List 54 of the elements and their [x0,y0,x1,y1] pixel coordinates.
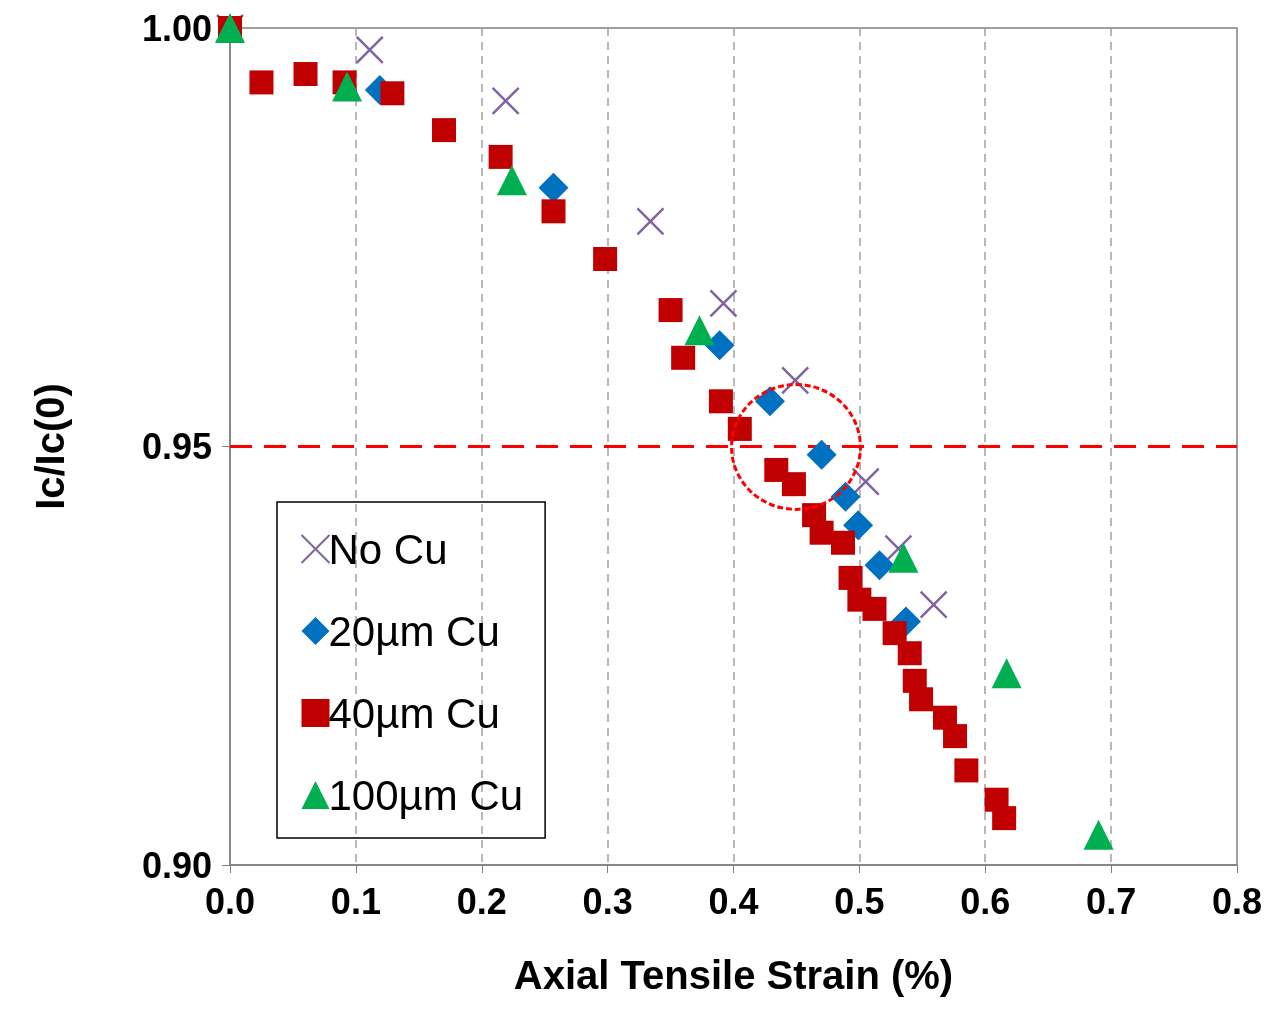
y-tick-label: 0.95 [141,426,212,467]
point [851,467,880,496]
point [862,596,887,621]
point [293,62,318,87]
point [780,366,810,395]
point [1083,819,1114,850]
x-tick-label: 0.1 [330,880,381,922]
point [658,298,683,323]
point [831,530,856,555]
point [709,289,738,318]
point [249,70,274,95]
point [781,472,806,497]
point [431,118,456,143]
point [806,439,837,470]
legend-label: 20µm Cu [328,607,500,655]
point [355,35,384,65]
point [919,590,948,619]
x-tick-label: 0.8 [1211,880,1263,922]
x-tick-label: 0.4 [708,880,759,922]
y-axis-title: Ic/Ic(0) [28,383,72,510]
point [864,550,895,581]
point [809,520,834,545]
x-tick-label: 0.2 [456,880,507,922]
point [496,165,527,196]
point [897,641,922,666]
legend-label: 40µm Cu [328,689,500,737]
x-tick-label: 0.3 [582,880,633,922]
point [838,565,863,590]
y-tick-label: 1.00 [141,7,212,49]
point [943,724,968,749]
point [488,144,513,169]
point [843,510,874,541]
x-tick-label: 0.5 [834,880,885,922]
x-axis-title: Axial Tensile Strain (%) [513,953,954,997]
point [541,199,566,224]
point [888,542,919,573]
point [671,345,696,370]
point [332,71,363,102]
point [684,315,715,346]
x-tick-label: 0.6 [960,880,1011,922]
point [708,389,733,414]
point [909,687,934,712]
point [380,81,405,106]
point [755,386,785,417]
point [491,86,520,116]
x-tick-label: 0.7 [1086,880,1137,922]
point [991,658,1022,689]
point [704,330,735,361]
point [593,247,618,272]
point [636,207,665,236]
legend-label: 100µm Cu [328,771,524,819]
point [954,758,979,783]
legend-label: No Cu [328,525,448,573]
point [992,806,1017,831]
